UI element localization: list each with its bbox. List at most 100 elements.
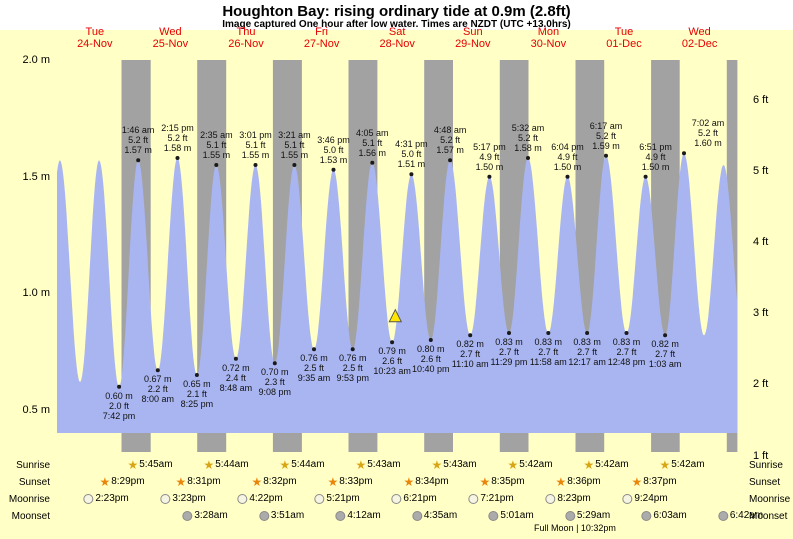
day-weekday: Tue	[614, 26, 634, 38]
moonrise-entry: 8:23pm	[545, 493, 591, 505]
y-axis-label-left: 1.5 m	[22, 170, 50, 183]
day-label: Wed 02-Dec	[682, 26, 717, 50]
moonrise-icon	[545, 494, 556, 504]
annotation-line: 2.5 ft	[303, 363, 324, 374]
annotation-line: 4.9 ft	[557, 151, 578, 162]
high-tide-annotation: 1:46 am 5.2 ft 1.57 m	[122, 125, 155, 155]
time-label: 6:42am	[729, 510, 764, 521]
annotation-line: 0.80 m	[417, 343, 445, 354]
sunrise-entry: ★ 5:42am	[659, 459, 704, 471]
annotation-line: 5.2 ft	[440, 135, 461, 146]
annotation-line: 0.76 m	[338, 353, 367, 364]
time-label: 5:44am	[215, 459, 249, 470]
moonrise-icon	[83, 494, 94, 504]
tide-extreme-dot	[370, 160, 375, 165]
annotation-line: 5.2 ft	[128, 135, 149, 146]
tide-extreme-dot	[624, 331, 629, 335]
annotation-line: 5.2 ft	[518, 132, 539, 143]
annotation-line: 0.76 m	[300, 353, 328, 364]
tide-extreme-dot	[350, 347, 355, 352]
annotation-line: 1:03 am	[648, 359, 682, 370]
y-axis-label-left: 0.5 m	[22, 403, 50, 416]
moonset-entry: 6:03am	[641, 510, 687, 522]
sunrise-entry: ★ 5:42am	[583, 459, 628, 471]
annotation-line: 1.55 m	[202, 149, 231, 160]
low-tide-annotation: 0.82 m 2.7 ft 11:10 am	[452, 339, 489, 369]
almanac-row-label-left: Sunrise	[16, 460, 50, 471]
sunrise-star-icon: ★	[583, 458, 595, 472]
annotation-line: 2.6 ft	[382, 356, 403, 367]
almanac-row-label-right: Sunset	[749, 477, 781, 488]
time-label: 5:01am	[500, 510, 534, 521]
annotation-line: 9:53 pm	[336, 373, 369, 384]
annotation-line: 4:48 am	[433, 125, 467, 136]
sunset-star-icon: ★	[251, 475, 263, 489]
day-label: Wed 25-Nov	[153, 26, 188, 50]
tide-curve	[57, 153, 738, 434]
annotation-line: 1.55 m	[241, 149, 270, 160]
tide-extreme-dot	[409, 172, 414, 177]
moonset-icon	[182, 511, 193, 521]
day-date: 29-Nov	[455, 38, 491, 50]
tide-extreme-dot	[468, 333, 473, 338]
annotation-line: 5.0 ft	[323, 144, 344, 155]
annotation-line: 5:32 am	[511, 122, 545, 133]
moonrise-entry: 5:21pm	[314, 493, 360, 505]
sunrise-star-icon: ★	[203, 458, 215, 472]
annotation-line: 5.0 ft	[401, 149, 422, 160]
moonrise-entry: 9:24pm	[622, 493, 668, 505]
annotation-line: 9:35 am	[297, 373, 331, 384]
day-label: Tue 01-Dec	[606, 26, 641, 50]
low-tide-annotation: 0.76 m 2.5 ft 9:53 pm	[336, 353, 369, 383]
annotation-line: 2.7 ft	[538, 346, 559, 357]
almanac-row-label-left: Sunset	[18, 477, 50, 488]
annotation-line: 2:15 pm	[161, 122, 194, 133]
tide-extreme-dot	[155, 368, 160, 373]
sunset-entry: ★ 8:34pm	[403, 476, 448, 488]
annotation-line: 0.65 m	[183, 378, 211, 389]
sunset-star-icon: ★	[403, 475, 415, 489]
annotation-line: 1.59 m	[592, 140, 620, 151]
annotation-line: 0.70 m	[261, 367, 289, 378]
time-label: 8:23pm	[557, 493, 591, 504]
low-tide-annotation: 0.80 m 2.6 ft 10:40 pm	[412, 344, 450, 374]
title-bar: Houghton Bay: rising ordinary tide at 0.…	[0, 0, 793, 30]
tide-extreme-dot	[272, 361, 277, 366]
sunrise-star-icon: ★	[507, 458, 519, 472]
tide-extreme-dot	[428, 338, 433, 342]
annotation-line: 1.60 m	[694, 138, 722, 149]
time-label: 2:23pm	[95, 493, 129, 504]
sunset-entry: ★ 8:37pm	[631, 476, 676, 488]
day-label: Sat 28-Nov	[379, 26, 414, 50]
moon-phase-note: Full Moon | 10:32pm	[534, 523, 616, 533]
almanac-row-label-right: Moonset	[749, 511, 788, 522]
sunset-star-icon: ★	[327, 475, 339, 489]
moonrise-entry: 7:21pm	[468, 493, 514, 505]
tide-extreme-dot	[682, 151, 686, 156]
moonset-entry: 6:42am	[717, 510, 764, 522]
day-label: Thu 26-Nov	[228, 26, 263, 50]
tide-extreme-dot	[585, 331, 590, 335]
day-label: Mon 30-Nov	[531, 26, 566, 50]
low-tide-annotation: 0.79 m 2.6 ft 10:23 am	[373, 346, 411, 376]
annotation-line: 1.56 m	[358, 147, 386, 158]
moonset-entry: 3:28am	[182, 510, 228, 522]
annotation-line: 5.1 ft	[362, 137, 383, 148]
tide-extreme-dot	[175, 156, 180, 160]
annotation-line: 7:02 am	[691, 118, 725, 129]
annotation-line: 3:21 am	[278, 129, 311, 140]
annotation-line: 0.67 m	[144, 374, 172, 385]
y-axis-label-right: 6 ft	[753, 93, 769, 106]
annotation-line: 1.50 m	[475, 161, 504, 172]
sunrise-entry: ★ 5:43am	[431, 459, 476, 471]
day-date: 27-Nov	[303, 38, 340, 50]
current-tide-marker	[388, 308, 403, 323]
annotation-line: 5.1 ft	[245, 139, 266, 150]
sunset-star-icon: ★	[555, 475, 567, 489]
annotation-line: 2.1 ft	[186, 388, 207, 399]
y-axis-label-right: 5 ft	[753, 165, 769, 178]
annotation-line: 5.2 ft	[697, 128, 718, 139]
time-label: 8:32pm	[263, 476, 297, 487]
annotation-line: 0.83 m	[573, 336, 601, 347]
day-weekday: Thu	[236, 26, 256, 38]
